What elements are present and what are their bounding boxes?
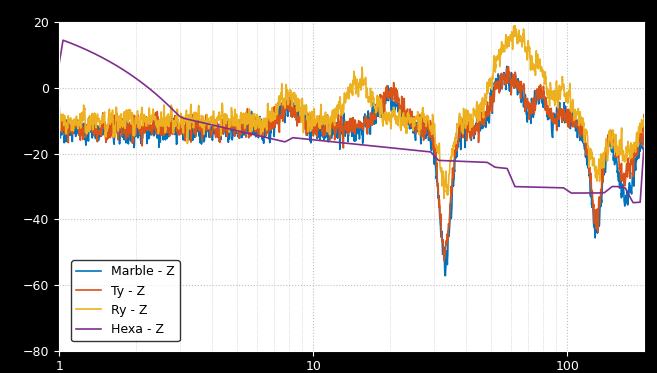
Ry - Z xyxy=(279,100,287,105)
Marble - Z xyxy=(640,127,648,131)
Ry - Z xyxy=(440,196,448,201)
Marble - Z xyxy=(503,64,510,69)
Line: Ty - Z: Ty - Z xyxy=(59,67,644,261)
Ty - Z xyxy=(55,100,63,104)
Marble - Z xyxy=(566,118,574,123)
Marble - Z xyxy=(629,167,637,171)
Ty - Z xyxy=(566,120,574,125)
Ty - Z xyxy=(122,137,129,141)
Ty - Z xyxy=(156,125,164,129)
Ty - Z xyxy=(640,113,648,117)
Ty - Z xyxy=(505,65,512,69)
Hexa - Z xyxy=(157,96,165,100)
Hexa - Z xyxy=(566,190,574,194)
Ry - Z xyxy=(629,145,637,149)
Ry - Z xyxy=(156,124,164,128)
Hexa - Z xyxy=(629,200,637,205)
Line: Ry - Z: Ry - Z xyxy=(59,26,644,198)
Legend: Marble - Z, Ty - Z, Ry - Z, Hexa - Z: Marble - Z, Ty - Z, Ry - Z, Hexa - Z xyxy=(71,260,180,341)
Hexa - Z xyxy=(280,139,288,144)
Hexa - Z xyxy=(122,69,130,74)
Hexa - Z xyxy=(55,62,63,66)
Marble - Z xyxy=(55,104,63,108)
Line: Hexa - Z: Hexa - Z xyxy=(59,40,644,203)
Ry - Z xyxy=(640,116,648,120)
Ry - Z xyxy=(566,81,574,86)
Line: Marble - Z: Marble - Z xyxy=(59,66,644,276)
Marble - Z xyxy=(156,131,164,136)
Marble - Z xyxy=(279,106,287,110)
Marble - Z xyxy=(122,132,129,137)
Ty - Z xyxy=(305,116,313,121)
Marble - Z xyxy=(305,114,313,119)
Ty - Z xyxy=(279,118,287,122)
Ry - Z xyxy=(55,109,63,113)
Ry - Z xyxy=(511,23,519,28)
Hexa - Z xyxy=(59,38,67,43)
Marble - Z xyxy=(442,273,449,278)
Hexa - Z xyxy=(629,200,637,204)
Hexa - Z xyxy=(305,137,313,142)
Ty - Z xyxy=(629,167,637,172)
Ry - Z xyxy=(305,124,313,128)
Ty - Z xyxy=(440,258,448,263)
Ry - Z xyxy=(122,117,129,122)
Hexa - Z xyxy=(640,146,648,150)
